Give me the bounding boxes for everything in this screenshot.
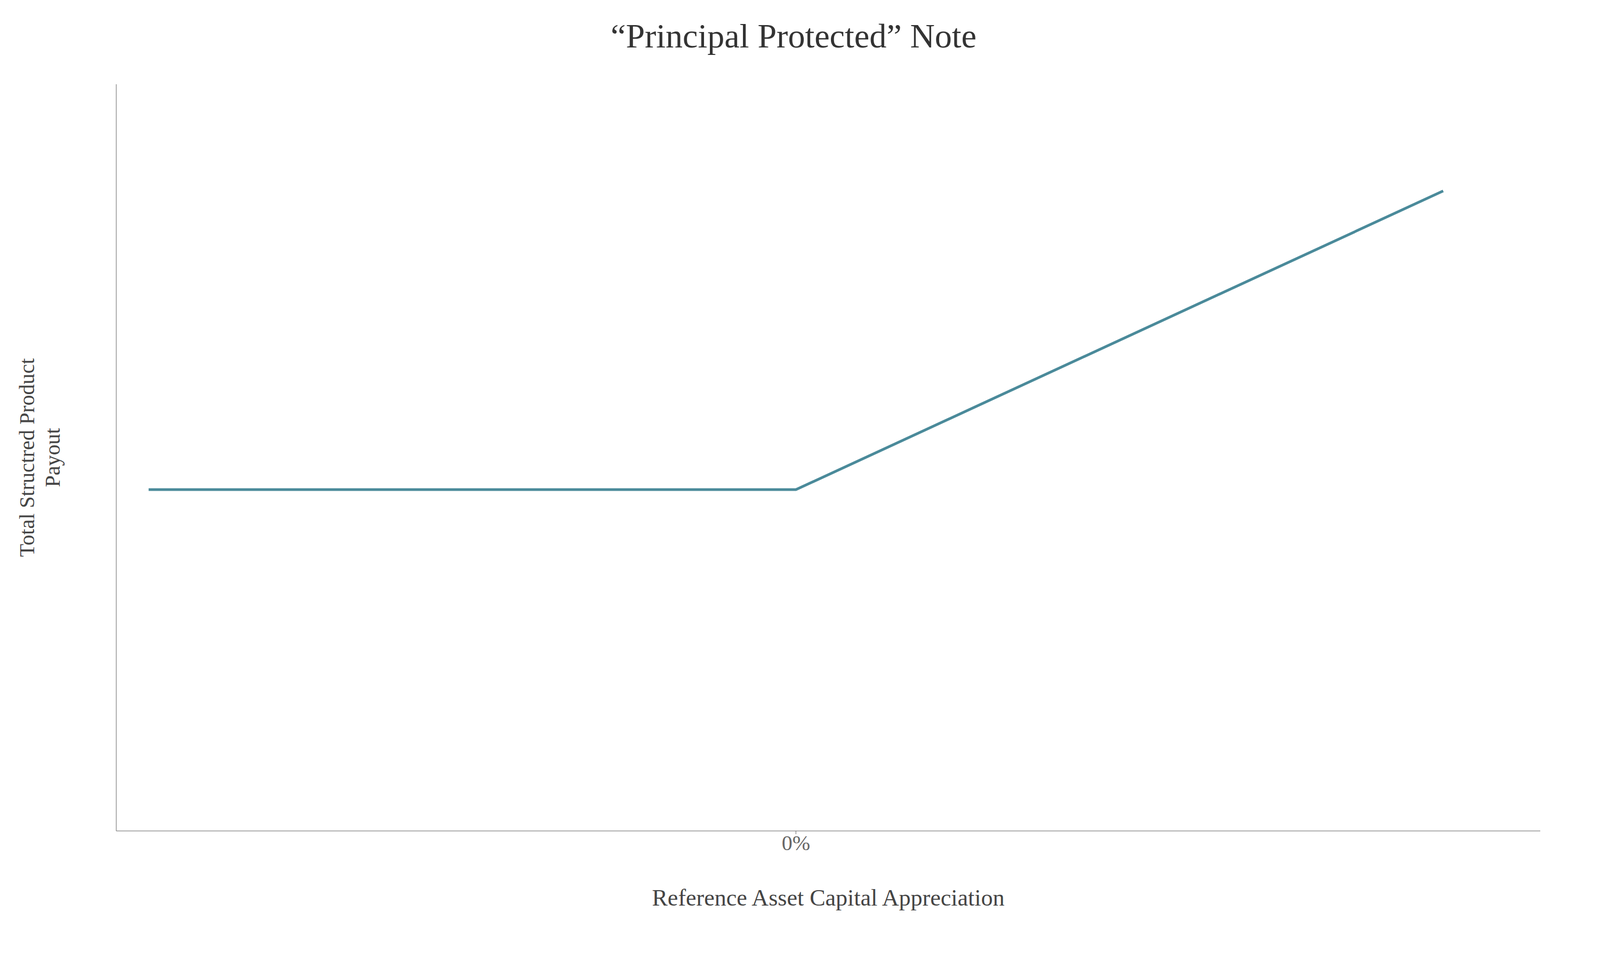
svg-text:0%: 0% [781, 830, 811, 855]
svg-text:Reference Asset Capital Apprec: Reference Asset Capital Appreciation [652, 884, 1005, 911]
svg-text:Total Structred ProductPayout: Total Structred ProductPayout [14, 358, 65, 558]
html-text:“Principal Protected” Note: “Principal Protected” Note [610, 17, 977, 55]
